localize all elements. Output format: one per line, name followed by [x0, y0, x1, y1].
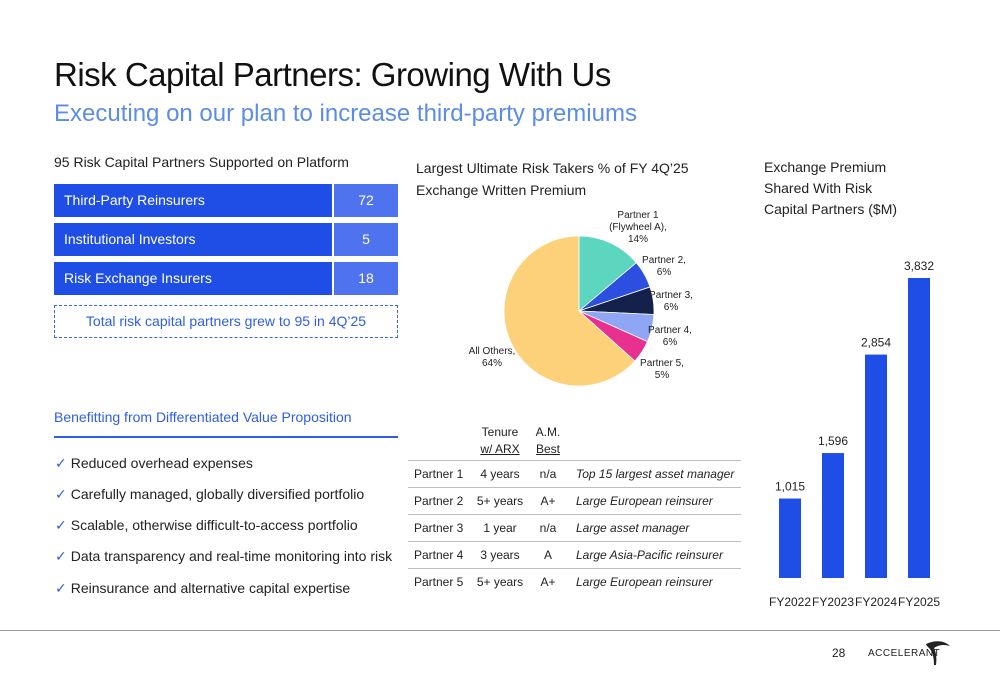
check-icon: ✓	[55, 580, 67, 596]
benefit-text: Reinsurance and alternative capital expe…	[70, 580, 351, 596]
header-name	[408, 424, 472, 461]
header-tenure-line1: Tenure	[481, 425, 519, 439]
bar	[865, 354, 887, 578]
pie-slice-label: Partner 2, 6%	[642, 255, 686, 278]
bar-value-label: 1,015	[775, 480, 805, 494]
table-row: Partner 3 1 year n/a Large asset manager	[408, 514, 741, 542]
header-am-line1: A.M.	[535, 425, 561, 439]
exchange-premium-bar-chart: 1,015 FY2022 1,596 FY2023 2,854 FY2024 3,832 FY…	[769, 259, 940, 609]
pie-slice-label: Partner 4, 6%	[648, 325, 692, 348]
header-am-best: A.M. Best	[528, 424, 568, 461]
page-subtitle: Executing on our plan to increase third-…	[54, 100, 637, 127]
cell-tenure: 1 year	[472, 514, 528, 542]
pie-slice	[578, 235, 637, 312]
check-icon: ✓	[55, 517, 67, 533]
header-description	[568, 424, 741, 461]
cell-am-best: A+	[540, 575, 556, 590]
accelerant-logo: ACCELERANT	[864, 638, 954, 668]
partner-row-reinsurers: Third-Party Reinsurers 72	[54, 184, 398, 217]
exchange-heading-line3: Capital Partners ($M)	[764, 201, 898, 217]
bar-category-label: FY2022	[769, 595, 811, 609]
cell-name: Partner 2	[408, 487, 472, 515]
cell-description: Large European reinsurer	[568, 487, 741, 515]
bird-icon	[926, 641, 950, 665]
bar-value-label: 3,832	[904, 259, 934, 273]
bar	[779, 498, 801, 578]
benefit-item: ✓ Reduced overhead expenses	[55, 455, 253, 472]
partner-row-risk-exchange: Risk Exchange Insurers 18	[54, 262, 398, 295]
benefit-text: Reduced overhead expenses	[70, 455, 253, 471]
cell-am-best: A	[528, 541, 568, 569]
cell-tenure: 4 years	[472, 460, 528, 488]
table-row: Partner 4 3 years A Large Asia-Pacific r…	[408, 541, 741, 569]
bar	[908, 278, 930, 578]
cell-am-best: A+	[528, 487, 568, 515]
cell-tenure: 3 years	[472, 541, 528, 569]
cell-am-best: n/a	[528, 460, 568, 488]
pie-slice-label: Partner 3, 6%	[649, 290, 693, 313]
benefit-item: ✓ Data transparency and real-time monitor…	[55, 548, 392, 565]
exchange-heading-line2: Shared With Risk	[764, 180, 873, 196]
partner-row-institutional: Institutional Investors 5	[54, 223, 398, 256]
check-icon: ✓	[55, 548, 67, 564]
partner-row-label: Risk Exchange Insurers	[54, 262, 332, 295]
partner-row-value: 18	[334, 262, 398, 295]
benefits-divider	[54, 436, 398, 438]
bar-value-label: 2,854	[861, 336, 891, 350]
exchange-premium-heading: Exchange Premium Shared With Risk Capita…	[764, 157, 897, 220]
cell-description: Large European reinsurer	[576, 575, 713, 590]
bar	[822, 453, 844, 578]
partner-row-value: 5	[334, 223, 398, 256]
page-title: Risk Capital Partners: Growing With Us	[54, 56, 611, 93]
header-tenure-line2: w/ ARX	[480, 442, 520, 456]
pie-slice-label: Partner 1 (Flywheel A), 14%	[609, 210, 667, 245]
bar-value-label: 1,596	[818, 434, 848, 448]
partners-heading: 95 Risk Capital Partners Supported on Pl…	[54, 154, 349, 170]
cell-am-best: n/a	[528, 514, 568, 542]
cell-name: Partner 1	[408, 460, 472, 488]
table-header-row: Tenure w/ ARX A.M. Best	[408, 424, 741, 461]
partner-row-label: Institutional Investors	[54, 223, 332, 256]
risk-takers-pie-chart: Partner 1 (Flywheel A), 14% Partner 2, 6% Par…	[469, 210, 693, 387]
bar-category-label: FY2023	[812, 595, 854, 609]
table-row: Partner 1 4 years n/a Top 15 largest ass…	[408, 460, 741, 488]
partner-row-value: 72	[334, 184, 398, 217]
partner-row-label: Third-Party Reinsurers	[54, 184, 332, 217]
risk-takers-heading-line2: Exchange Written Premium	[416, 182, 587, 198]
cell-tenure: 5+ years	[472, 487, 528, 515]
pie-slice-label: Partner 5, 5%	[640, 358, 684, 381]
footer-divider	[0, 630, 1000, 631]
cell-name: Partner 5	[414, 575, 464, 590]
exchange-heading-line1: Exchange Premium	[764, 159, 887, 175]
risk-takers-heading: Largest Ultimate Risk Takers % of FY 4Q’…	[416, 157, 689, 201]
header-tenure: Tenure w/ ARX	[472, 424, 528, 461]
benefit-text: Carefully managed, globally diversified …	[70, 486, 365, 502]
table-row: Partner 2 5+ years A+ Large European rei…	[408, 487, 741, 515]
logo-wordmark: ACCELERANT	[868, 648, 941, 659]
bar-category-label: FY2025	[898, 595, 940, 609]
header-am-line2: Best	[535, 442, 560, 456]
benefits-heading: Benefitting from Differentiated Value Pr…	[54, 409, 352, 425]
cell-name: Partner 3	[408, 514, 472, 542]
pie-slice	[503, 235, 636, 387]
cell-tenure: 5+ years	[476, 575, 524, 590]
check-icon: ✓	[55, 455, 67, 471]
benefit-item: ✓ Carefully managed, globally diversified…	[55, 486, 364, 503]
risk-takers-heading-line1: Largest Ultimate Risk Takers % of FY 4Q’…	[416, 160, 689, 176]
cell-name: Partner 4	[408, 541, 472, 569]
table-row: Partner 5 5+ years A+ Large European rei…	[408, 569, 741, 596]
page-number: 28	[832, 646, 846, 660]
total-partners-note: Total risk capital partners grew to 95 i…	[54, 305, 398, 338]
cell-description: Large Asia-Pacific reinsurer	[568, 541, 741, 569]
benefit-text: Scalable, otherwise difficult-to-access …	[70, 517, 358, 533]
cell-description: Top 15 largest asset manager	[568, 460, 741, 488]
benefit-item: ✓ Scalable, otherwise difficult-to-access…	[55, 517, 358, 534]
check-icon: ✓	[55, 486, 67, 502]
pie-slice-label: All Others, 64%	[469, 346, 516, 369]
partner-table: Tenure w/ ARX A.M. Best Partner 1 4 years …	[408, 424, 741, 596]
benefit-item: ✓ Reinsurance and alternative capital exp…	[55, 580, 350, 597]
bar-category-label: FY2024	[855, 595, 897, 609]
cell-description: Large asset manager	[568, 514, 741, 542]
benefit-text: Data transparency and real-time monitori…	[70, 548, 393, 564]
